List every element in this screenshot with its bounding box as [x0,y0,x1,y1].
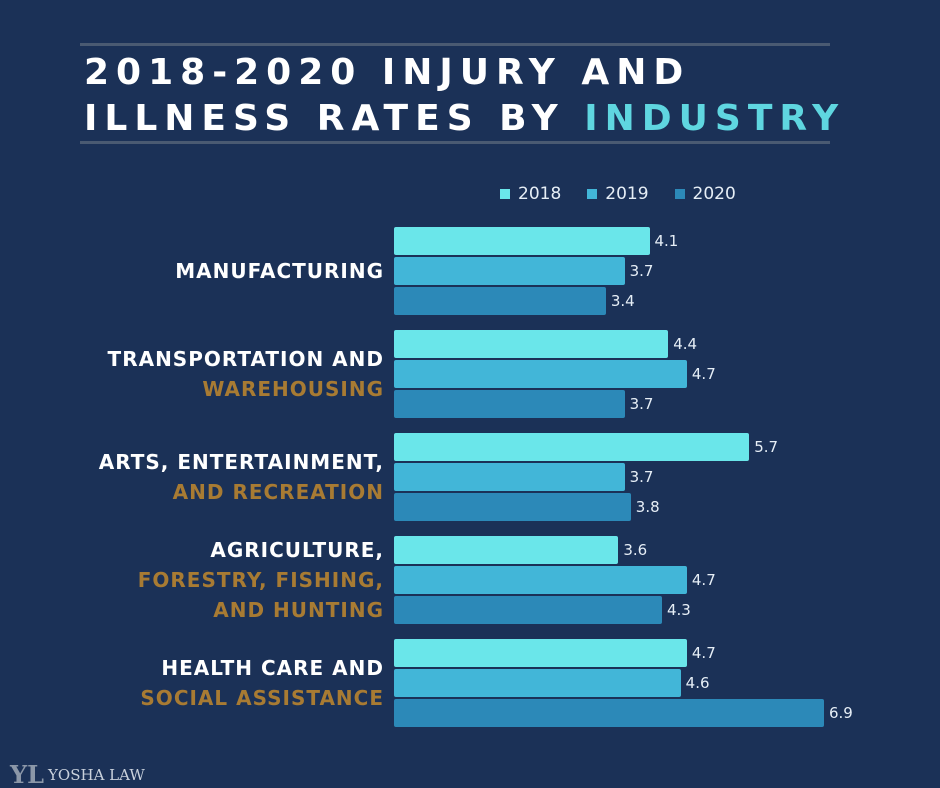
legend-item-2019: 2019 [587,184,649,204]
legend-label: 2018 [518,184,562,204]
chart-title-line1: 2018-2020 INJURY AND [84,52,691,93]
legend-swatch [500,189,510,199]
data-label: 3.6 [623,541,648,559]
bar-2020 [394,493,631,521]
data-label: 4.6 [685,674,710,692]
bar-2020 [394,699,824,727]
data-label: 4.7 [691,644,716,662]
title-rule-top [80,43,830,46]
legend-swatch [674,189,685,199]
category-label-line2: AND RECREATION [172,480,384,504]
legend-item-2018: 2018 [500,184,561,204]
data-label: 3.7 [629,468,654,486]
bar-2019 [394,669,681,697]
data-label: 4.4 [673,335,698,353]
bar-2019 [394,257,625,285]
category-label-line2: WAREHOUSING [202,377,384,401]
data-label: 4.7 [691,365,716,383]
category-label: ARTS, ENTERTAINMENT, AND RECREATION [99,447,384,507]
bar-2018 [394,227,650,255]
category-label: MANUFACTURING [175,256,384,286]
category-label-line2: SOCIAL ASSISTANCE [140,686,384,710]
category-label: AGRICULTURE, FORESTRY, FISHING, AND HUNTIN… [138,535,384,625]
legend-swatch [587,189,598,199]
category-label-line1: MANUFACTURING [175,259,384,283]
title-rule-bottom [80,141,830,144]
bar-2019 [394,566,687,594]
chart-title-text: ILLNESS RATES BY [84,98,565,139]
category-label-line2: FORESTRY, FISHING, [137,568,384,592]
bar-2020 [394,390,625,418]
chart-title-highlight: INDUSTRY [584,98,846,139]
category-label-line1: HEALTH CARE AND [161,656,384,680]
bar-2019 [394,463,625,491]
data-label: 3.7 [629,395,654,413]
chart-title-line2: ILLNESS RATES BY INDUSTRY [84,98,845,139]
category-label-line1: AGRICULTURE, [210,538,384,562]
logo: YL YOSHA LAW [10,760,145,788]
category-label-line1: ARTS, ENTERTAINMENT, [98,450,384,474]
data-label: 6.9 [829,704,853,722]
bar-2018 [394,433,750,461]
data-label: 3.7 [629,262,654,280]
data-label: 4.1 [654,232,679,250]
legend: 2018 2019 2020 [500,184,736,204]
category-label: HEALTH CARE AND SOCIAL ASSISTANCE [140,653,384,713]
data-label: 4.3 [666,601,691,619]
bar-2020 [394,287,606,315]
category-label-line3: AND HUNTING [213,598,384,622]
bar-2018 [394,330,669,358]
legend-label: 2020 [692,184,736,204]
logo-name: YOSHA LAW [48,765,145,784]
legend-item-2020: 2020 [674,184,736,204]
category-label: TRANSPORTATION AND WAREHOUSING [108,344,384,404]
data-label: 3.8 [635,498,660,516]
logo-mark: YL [10,760,45,788]
bar-2018 [394,639,687,667]
data-label: 3.4 [610,292,635,310]
data-label: 4.7 [691,571,716,589]
data-label: 5.7 [754,438,779,456]
bar-2020 [394,596,662,624]
category-label-line1: TRANSPORTATION AND [107,347,384,371]
legend-label: 2019 [605,184,649,204]
bar-2018 [394,536,619,564]
bar-2019 [394,360,687,388]
